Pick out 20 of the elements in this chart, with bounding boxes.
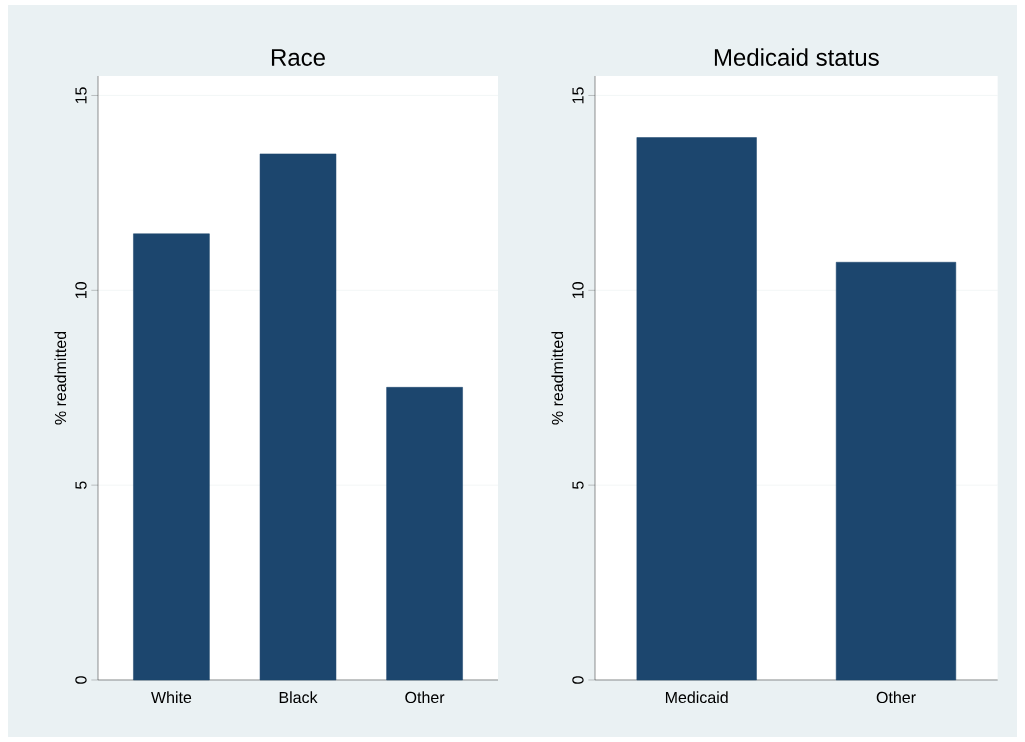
y-tick-label: 15: [75, 87, 87, 104]
y-tick-label: 0: [572, 676, 584, 684]
bar: [386, 387, 463, 681]
x-tick-label: White: [151, 691, 192, 704]
bar: [133, 233, 210, 681]
chart-title: Medicaid status: [714, 48, 879, 66]
x-tick-label: Black: [279, 691, 318, 704]
y-tick-label: 5: [572, 481, 584, 489]
bar: [259, 153, 337, 681]
x-tick-label: Other: [405, 691, 445, 704]
y-axis-title: % readmitted: [551, 331, 564, 425]
y-tick-label: 0: [75, 676, 87, 684]
x-tick-label: Other: [876, 691, 916, 704]
x-tick-label: Medicaid: [665, 691, 728, 704]
y-tick-label: 10: [572, 282, 584, 298]
y-axis-title: % readmitted: [54, 331, 67, 425]
y-tick-label: 10: [75, 282, 87, 298]
y-tick-label: 5: [75, 481, 87, 489]
chart-title: Race: [271, 49, 325, 66]
y-tick-label: 15: [572, 87, 584, 104]
